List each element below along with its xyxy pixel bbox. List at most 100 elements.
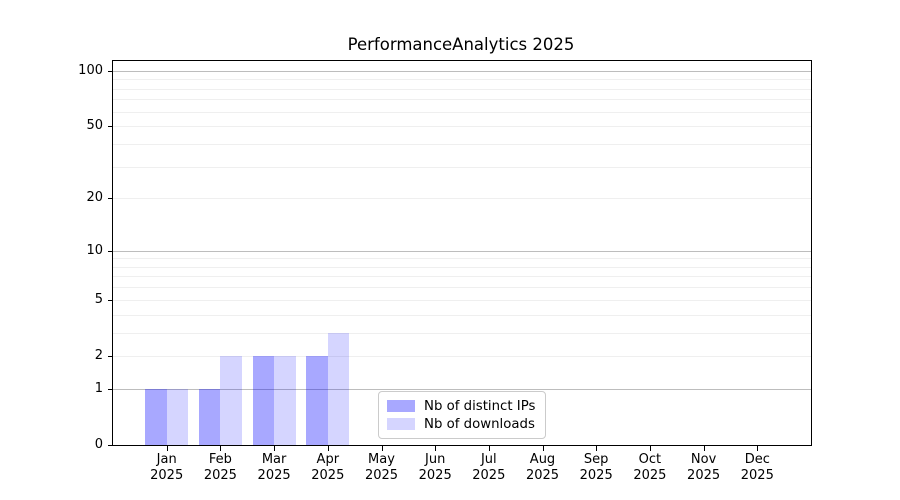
legend-label-downloads: Nb of downloads bbox=[424, 416, 535, 432]
bar-distinct-ips-jan bbox=[145, 388, 167, 445]
x-tick-month: Oct bbox=[638, 452, 662, 467]
y-tick-mark bbox=[108, 126, 113, 128]
x-tick-month: Aug bbox=[529, 452, 556, 467]
y-tick-label: 100 bbox=[78, 62, 103, 78]
x-tick-year: 2025 bbox=[311, 467, 345, 483]
x-tick-month: Nov bbox=[690, 452, 717, 467]
y-tick-mark bbox=[108, 198, 113, 200]
x-tick-year: 2025 bbox=[525, 467, 560, 483]
x-tick-year: 2025 bbox=[150, 467, 184, 483]
x-tick-year: 2025 bbox=[740, 467, 774, 483]
x-tick-month: Dec bbox=[744, 452, 770, 467]
x-tick-label: Nov 2025 bbox=[672, 452, 736, 483]
gridline bbox=[113, 332, 811, 334]
x-tick-year: 2025 bbox=[579, 467, 613, 483]
y-tick-label: 1 bbox=[94, 380, 103, 396]
bar-downloads-jan bbox=[166, 388, 189, 445]
gridline bbox=[113, 314, 811, 316]
gridline bbox=[113, 287, 811, 289]
x-tick-label: Aug 2025 bbox=[511, 452, 575, 483]
gridline bbox=[113, 70, 811, 72]
x-tick-month: Apr bbox=[316, 452, 340, 467]
gridline bbox=[113, 258, 811, 260]
gridline bbox=[113, 355, 811, 357]
x-tick-month: Jan bbox=[156, 452, 177, 467]
x-tick-year: 2025 bbox=[633, 467, 667, 483]
y-tick-mark bbox=[108, 299, 113, 301]
y-tick-label: 5 bbox=[94, 291, 103, 307]
x-tick-mark bbox=[703, 446, 705, 451]
legend: Nb of distinct IPs Nb of downloads bbox=[378, 391, 546, 439]
x-tick-label: Dec 2025 bbox=[725, 452, 789, 483]
bar-downloads-mar bbox=[274, 355, 296, 445]
bar-downloads-apr bbox=[327, 332, 350, 445]
chart-title: PerformanceAnalytics 2025 bbox=[347, 35, 575, 54]
x-tick-month: Jun bbox=[425, 452, 446, 467]
y-tick-mark bbox=[108, 250, 113, 252]
x-tick-year: 2025 bbox=[364, 467, 399, 483]
x-tick-year: 2025 bbox=[418, 467, 452, 483]
x-tick-mark bbox=[327, 446, 329, 451]
gridline bbox=[113, 143, 811, 145]
x-tick-mark bbox=[220, 446, 222, 451]
x-tick-mark bbox=[649, 446, 651, 451]
y-tick-label: 50 bbox=[86, 118, 103, 134]
x-tick-month: May bbox=[368, 452, 395, 467]
plot-area: 100 50 20 10 5 2 1 0 Jan 2025 Feb 2025 Mar 2025 Apr 20… bbox=[78, 60, 812, 483]
x-tick-year: 2025 bbox=[203, 467, 237, 483]
legend-swatch-downloads bbox=[387, 418, 415, 430]
legend-swatch-distinct-ips bbox=[387, 400, 415, 412]
x-tick-year: 2025 bbox=[257, 467, 291, 483]
x-tick-label: Jul 2025 bbox=[457, 452, 521, 483]
gridline bbox=[113, 79, 811, 81]
bar-distinct-ips-apr bbox=[306, 355, 328, 445]
gridline bbox=[113, 166, 811, 168]
y-tick-mark bbox=[108, 70, 113, 72]
bar-distinct-ips-mar bbox=[252, 355, 275, 445]
y-tick-label: 10 bbox=[86, 242, 103, 258]
x-tick-mark bbox=[542, 446, 544, 451]
x-tick-label: Jan 2025 bbox=[135, 452, 199, 483]
y-tick-mark bbox=[108, 445, 113, 446]
gridline bbox=[113, 126, 811, 128]
legend-entry-downloads: Nb of downloads bbox=[387, 415, 537, 433]
x-tick-year: 2025 bbox=[687, 467, 721, 483]
legend-label-distinct-ips: Nb of distinct IPs bbox=[424, 398, 536, 414]
gridline bbox=[113, 198, 811, 200]
x-tick-month: Jul bbox=[480, 452, 497, 467]
y-tick-mark bbox=[108, 355, 113, 357]
y-tick-mark bbox=[108, 388, 113, 390]
y-tick-label: 20 bbox=[86, 190, 103, 206]
gridline bbox=[113, 266, 811, 268]
bar-distinct-ips-feb bbox=[198, 388, 221, 445]
gridline bbox=[113, 88, 811, 90]
gridline bbox=[113, 299, 811, 301]
x-tick-mark bbox=[596, 446, 598, 451]
x-tick-label: Sep 2025 bbox=[564, 452, 628, 483]
x-tick-month: Feb bbox=[208, 452, 232, 467]
x-tick-label: Oct 2025 bbox=[618, 452, 682, 483]
gridline bbox=[113, 388, 811, 390]
x-tick-mark bbox=[166, 446, 168, 451]
x-tick-year: 2025 bbox=[472, 467, 506, 483]
x-tick-month: Mar bbox=[261, 452, 287, 467]
x-tick-mark bbox=[435, 446, 437, 451]
y-tick-label: 0 bbox=[94, 437, 103, 452]
x-tick-mark bbox=[488, 446, 490, 451]
gridline bbox=[113, 99, 811, 101]
x-tick-mark bbox=[274, 446, 276, 451]
x-tick-label: Apr 2025 bbox=[296, 452, 360, 483]
x-tick-label: Feb 2025 bbox=[188, 452, 252, 483]
x-tick-label: Mar 2025 bbox=[242, 452, 306, 483]
x-tick-mark bbox=[757, 446, 759, 451]
gridline bbox=[113, 250, 811, 252]
bar-downloads-feb bbox=[220, 355, 242, 445]
gridline bbox=[113, 276, 811, 278]
x-tick-mark bbox=[381, 446, 383, 451]
x-tick-label: Jun 2025 bbox=[403, 452, 467, 483]
y-tick-label: 2 bbox=[94, 347, 103, 363]
x-tick-label: May 2025 bbox=[350, 452, 414, 483]
legend-entry-distinct-ips: Nb of distinct IPs bbox=[387, 397, 537, 415]
gridline bbox=[113, 111, 811, 113]
